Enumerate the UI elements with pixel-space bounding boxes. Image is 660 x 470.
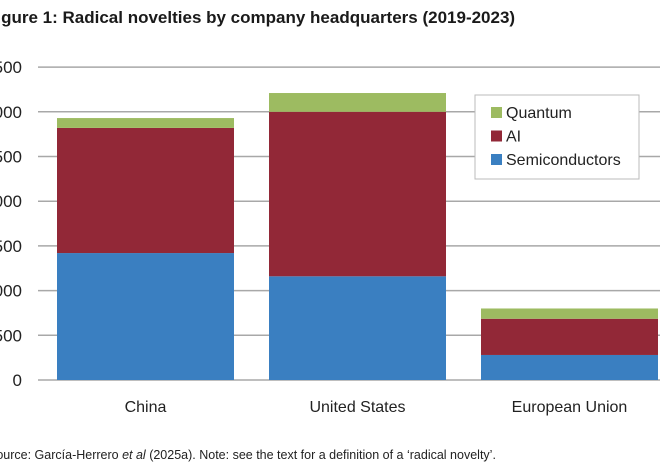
bar-segment-semiconductors — [57, 253, 234, 380]
legend-label: Semiconductors — [506, 152, 621, 169]
chart-title: Figure 1: Radical novelties by company h… — [0, 8, 516, 27]
bar-segment-quantum — [57, 118, 234, 128]
y-tick-label: 1500 — [0, 237, 22, 256]
legend-swatch — [491, 154, 502, 165]
bar-segment-semiconductors — [481, 354, 658, 380]
bar-segment-quantum — [269, 93, 446, 112]
legend-box — [474, 94, 640, 180]
bar-segment-ai — [57, 127, 234, 254]
y-tick-label: 2000 — [0, 192, 22, 211]
y-tick-label: 1000 — [0, 282, 22, 301]
x-tick-label: United States — [309, 399, 405, 416]
y-tick-label: 0 — [13, 371, 22, 390]
y-tick-label: 2500 — [0, 148, 22, 167]
y-tick-label: 3000 — [0, 103, 22, 122]
source-prefix: Source: García-Herrero — [0, 448, 123, 462]
bar-segment-ai — [481, 318, 658, 355]
legend-swatch — [491, 107, 502, 118]
bar-segment-quantum — [481, 308, 658, 319]
x-tick-label: China — [125, 399, 167, 416]
bar-segment-semiconductors — [269, 276, 446, 380]
source-italic: et al — [122, 448, 146, 462]
y-tick-label: 3500 — [0, 58, 22, 77]
x-tick-label: European Union — [512, 399, 628, 416]
legend-swatch — [491, 130, 502, 142]
legend-label: Quantum — [506, 105, 572, 122]
y-tick-label: 500 — [0, 326, 22, 345]
source-note: Source: García-Herrero et al (2025a). No… — [0, 448, 496, 462]
bar-segment-ai — [269, 111, 446, 277]
legend-label: AI — [506, 129, 521, 146]
source-suffix: (2025a). Note: see the text for a defini… — [145, 448, 496, 462]
